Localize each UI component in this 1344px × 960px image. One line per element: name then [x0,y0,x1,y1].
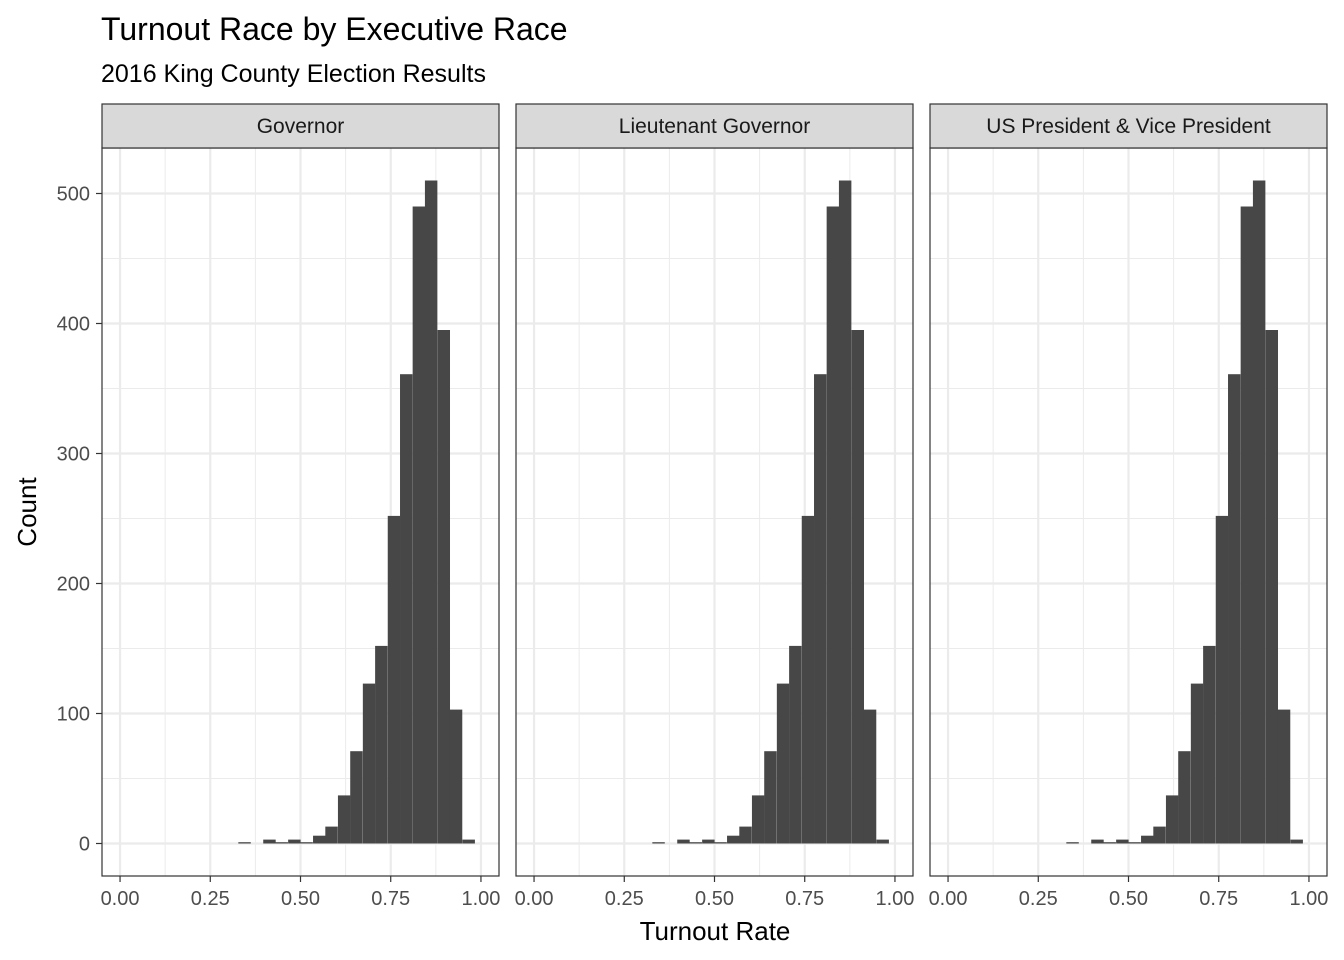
histogram-bar [362,683,376,844]
x-tick-label: 0.25 [191,888,230,910]
x-tick-label: 0.00 [515,888,554,910]
histogram-bar [1277,709,1291,844]
histogram-bar [424,180,438,844]
histogram-bar [764,751,777,844]
x-tick-label: 0.75 [1199,888,1238,910]
facet-panel: Governor 0.00 0.25 0.50 0.75 1.00 [101,103,500,910]
histogram-bar [814,374,827,844]
x-tick-label: 0.25 [605,888,644,910]
histogram-bar [1215,515,1229,844]
histogram-bar [751,795,765,844]
histogram-bar [1252,180,1266,844]
histogram-bar [375,645,388,844]
histogram-bar [702,839,715,844]
x-tick-label: 1.00 [1289,888,1328,910]
y-axis: 0 100 200 300 400 500 [57,184,102,856]
facet-panel: Lieutenant Governor 0.00 0.25 0.50 0.75 1.00 [515,103,914,910]
histogram-bar [851,330,865,844]
histogram-bar [1290,839,1303,844]
x-tick-label: 0.50 [1109,888,1148,910]
histogram-bar [1141,835,1154,844]
histogram-bar [652,842,665,844]
histogram-bar [876,839,889,844]
histogram-bar [727,835,740,844]
histogram-bar [462,839,475,844]
facet-strip-label: Lieutenant Governor [619,115,810,138]
histogram-bar [288,839,301,844]
histogram-bar [714,842,727,844]
histogram-bar [1128,842,1141,844]
x-tick-label: 0.75 [785,888,824,910]
chart-title: Turnout Race by Executive Race [101,11,568,47]
histogram-bar [449,709,463,844]
histogram-bar [801,515,815,844]
histogram-bar [1153,826,1166,844]
chart-subtitle: 2016 King County Election Results [101,60,486,88]
histogram-bar [1178,751,1191,844]
histogram-bar [689,842,702,844]
x-tick-label: 0.50 [695,888,734,910]
x-tick-label: 0.50 [281,888,320,910]
facet-strip-label: Governor [257,115,345,138]
facet-strip [101,103,500,149]
histogram-bar [739,826,752,844]
x-tick-label: 0.00 [101,888,140,910]
histogram-bar [263,839,276,844]
histogram-bar [776,683,790,844]
histogram-bar [1066,842,1079,844]
histogram-bar [325,826,338,844]
y-tick-label: 0 [79,834,90,856]
facet-strip-label: US President & Vice President [986,115,1271,138]
histogram-bar [1265,330,1279,844]
histogram-bar [437,330,451,844]
x-tick-label: 0.25 [1019,888,1058,910]
y-tick-label: 400 [57,314,90,336]
facet-panel: US President & Vice President 0.00 0.25 0.5… [929,103,1328,910]
y-tick-label: 100 [57,704,90,726]
facet-strip [929,103,1328,149]
histogram-bar [412,206,426,844]
histogram-bar [1240,206,1254,844]
facet-strip [515,103,914,149]
histogram-bar [300,842,313,844]
histogram-bar [826,206,840,844]
histogram-bar [1190,683,1204,844]
histogram-bar [238,842,251,844]
y-axis-title: Count [12,477,42,547]
histogram-bar [337,795,351,844]
x-tick-label: 0.00 [929,888,968,910]
y-tick-label: 500 [57,184,90,206]
x-tick-label: 1.00 [461,888,500,910]
histogram-bar [275,842,288,844]
histogram-bar [1091,839,1104,844]
histogram-bar [1228,374,1241,844]
histogram-bar [350,751,363,844]
x-axis-title: Turnout Rate [640,916,791,946]
histogram-bar [313,835,326,844]
histogram-bar [677,839,690,844]
y-tick-label: 300 [57,444,90,466]
histogram-bar [1103,842,1116,844]
histogram-bar [1165,795,1179,844]
histogram-bar [400,374,413,844]
histogram-bar [863,709,877,844]
histogram-bar [838,180,852,844]
y-tick-label: 200 [57,574,90,596]
x-tick-label: 0.75 [371,888,410,910]
histogram-bar [789,645,802,844]
histogram-bar [1203,645,1216,844]
histogram-bar [1116,839,1129,844]
histogram-bar [387,515,401,844]
x-tick-label: 1.00 [875,888,914,910]
